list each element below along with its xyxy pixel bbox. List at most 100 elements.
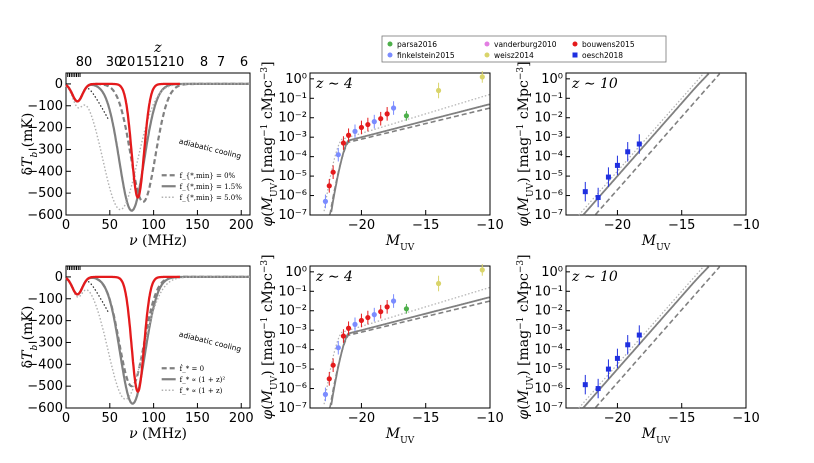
series-curve-dotted <box>65 83 250 211</box>
lf-panel-top_z10: −20 −15 −10 10⁰ 10⁻¹ 10⁻² 10⁻³ 10⁻⁴ 10⁻⁵ 10⁻⁶ 10⁻⁷… <box>516 61 760 253</box>
redshift-annotation: z ∼ 4 <box>315 76 353 92</box>
y-tick-label: −400 <box>27 357 63 372</box>
y-tick-label: −600 <box>27 208 63 223</box>
y-axis-label-text: δTb (mK) <box>20 306 40 369</box>
y-tick-label: −500 <box>27 379 63 394</box>
y-axis-label-part: ] <box>516 61 532 66</box>
lf-data-point <box>365 121 371 128</box>
x-tick-label: −20 <box>348 411 375 426</box>
oesch-point <box>636 332 642 338</box>
x-tick-label: 100 <box>141 218 166 233</box>
x-tick-label: 50 <box>102 411 119 426</box>
weisz-point <box>479 267 485 273</box>
weisz-point <box>435 87 442 94</box>
y-axis-label: δTb (mK) <box>20 113 40 176</box>
y-axis-label-part: M <box>516 196 532 212</box>
series-curve-solid <box>65 82 250 212</box>
x-axis-label-text: MUV <box>385 426 415 446</box>
y-axis-label-part: (mK) <box>20 113 36 152</box>
plot-frame <box>65 72 251 216</box>
adiabatic-line <box>65 277 109 313</box>
lf-panel-top_z4: −20 −15 −10 10⁰ 10⁻¹ 10⁻² 10⁻³ 10⁻⁴ 10⁻⁵ 10⁻⁶ 10⁻⁷… <box>260 61 504 253</box>
legend-label: vanderburg2010 <box>494 40 557 49</box>
legend-label: finkelstein2015 <box>397 51 455 60</box>
lf-data-point <box>384 111 390 117</box>
x-tick-label: −20 <box>348 218 375 233</box>
y-axis-label-part: ] <box>260 61 276 66</box>
model-solid <box>330 296 490 406</box>
y-tick-label: 10⁻⁵ <box>534 169 563 184</box>
lf-data-point <box>371 312 377 318</box>
y-tick-label: 10⁻³ <box>278 130 307 145</box>
y-tick-label: 10⁰ <box>285 265 307 280</box>
x-tick-label: −10 <box>732 411 759 426</box>
legend-marker <box>484 41 490 47</box>
x-tick-label: 100 <box>141 411 166 426</box>
y-tick-label: 10⁻² <box>534 304 563 319</box>
x-axis-label-text: ν (MHz) <box>129 426 187 442</box>
oesch-point <box>582 189 588 195</box>
lf-data-point <box>358 124 365 131</box>
y-axis-label-part: ) [mag <box>260 330 276 376</box>
x-axis-label-text: ν (MHz) <box>129 233 187 249</box>
plot-frame <box>309 72 491 216</box>
oesch-point <box>614 355 620 361</box>
oesch-point <box>625 149 631 155</box>
lf-data-point <box>345 325 352 331</box>
y-axis-label-part: −3 <box>260 260 270 274</box>
lf-data-point <box>358 317 365 324</box>
y-tick-label: −100 <box>27 292 63 307</box>
adiabatic-line <box>65 84 109 120</box>
z-tick-label: 80 <box>76 55 93 70</box>
y-tick-label: 10⁻⁴ <box>534 343 563 358</box>
oesch-point <box>605 174 611 180</box>
y-tick-label: −300 <box>27 335 63 350</box>
model-solid <box>582 73 710 216</box>
y-tick-label: 10⁻⁵ <box>278 169 307 184</box>
redshift-annotation: z ∼ 10 <box>571 76 618 92</box>
x-axis-label: MUV <box>641 233 671 253</box>
y-tick-label: 10⁻² <box>534 111 563 126</box>
y-axis-label-part: T <box>20 156 36 167</box>
model-dashed <box>594 266 721 409</box>
oesch-point <box>582 382 588 388</box>
y-axis-label-part: UV <box>526 375 536 390</box>
y-tick-label: 10⁻⁵ <box>534 362 563 377</box>
y-axis-label-part: M <box>260 389 276 405</box>
oesch-point <box>636 141 642 147</box>
x-axis-label-part: (MHz) <box>138 233 187 249</box>
y-tick-label: 10⁻⁷ <box>278 208 307 223</box>
y-axis-label-part: δ <box>20 360 36 368</box>
legend-marker <box>572 41 578 47</box>
y-axis-label-part: ) [mag <box>516 330 532 376</box>
x-tick-label: 0 <box>62 411 70 426</box>
x-axis-label-part: UV <box>400 436 415 446</box>
y-axis-label: φ(MUV) [mag−1 cMpc−3] <box>260 254 280 419</box>
y-axis-label-part: φ <box>260 217 276 227</box>
series-red-curve <box>65 275 180 393</box>
lf-data-point <box>322 198 329 204</box>
x-tick-label: −15 <box>412 218 439 233</box>
y-tick-label: 10⁻¹ <box>534 284 563 299</box>
legend-marker <box>387 52 393 58</box>
lf-data-point <box>345 132 352 138</box>
x-tick-label: −15 <box>668 218 695 233</box>
y-axis-label-part: (mK) <box>20 306 36 345</box>
y-axis-label-part: cMpc <box>260 80 276 124</box>
legend-label: f_{*,min} = 1.5% <box>180 183 243 191</box>
y-axis-label-text: δTb (mK) <box>20 113 40 176</box>
weisz-point <box>479 74 485 80</box>
y-tick-label: 10⁻⁵ <box>278 362 307 377</box>
plot-frame <box>565 72 747 216</box>
x-axis-label-text: MUV <box>385 233 415 253</box>
y-tick-label: 10⁰ <box>541 265 563 280</box>
oesch-point <box>614 162 620 168</box>
y-axis-label-part: ] <box>516 254 532 259</box>
y-tick-label: 10⁻² <box>278 111 307 126</box>
y-axis-label-part: ( <box>516 211 532 216</box>
y-axis-label-part: ) [mag <box>260 137 276 183</box>
y-tick-label: 10⁻⁴ <box>278 343 307 358</box>
y-tick-label: 10⁻³ <box>534 323 563 338</box>
x-axis-label: MUV <box>641 426 671 446</box>
y-axis-label-part: φ <box>516 217 532 227</box>
